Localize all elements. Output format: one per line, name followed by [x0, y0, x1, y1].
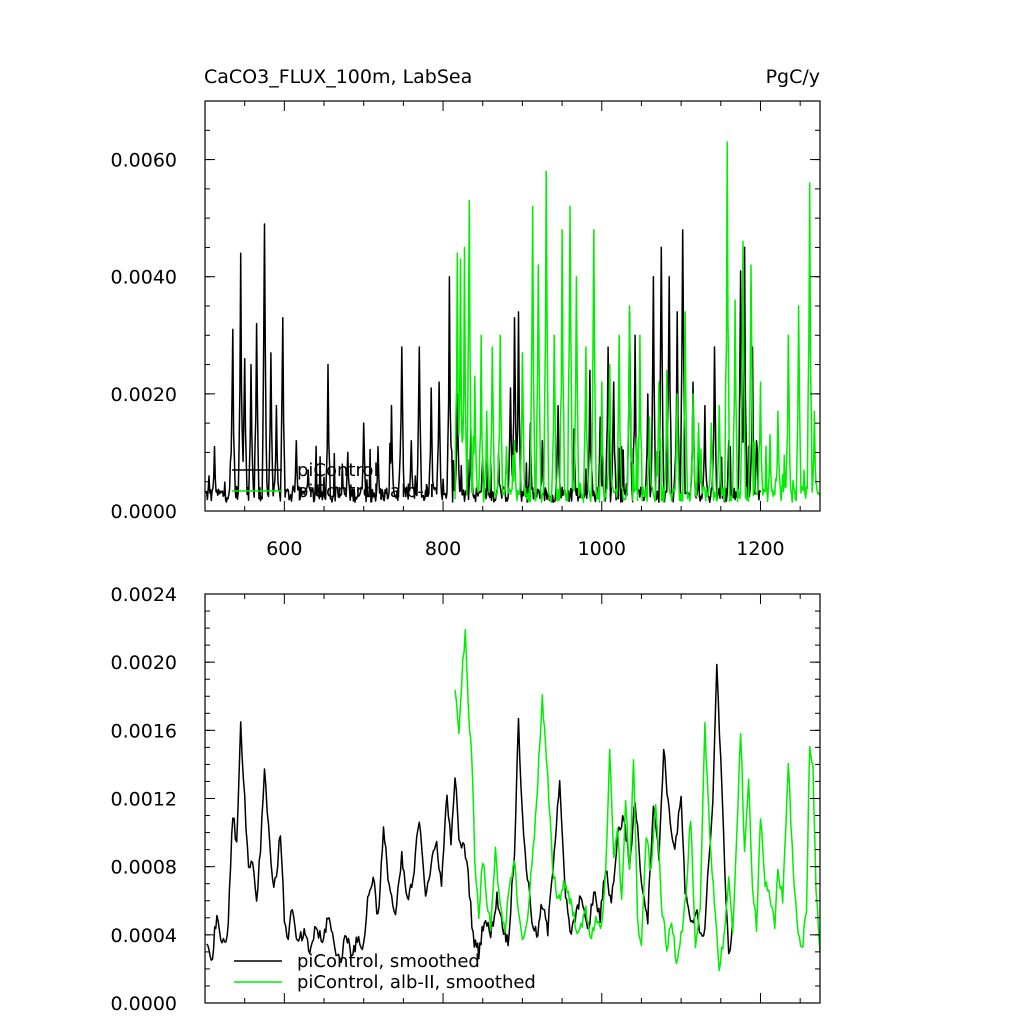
- top-series-layer: [204, 141, 821, 503]
- y-tick-label: 0.0000: [111, 501, 177, 523]
- y-tick-label: 0.0020: [111, 652, 177, 674]
- x-tick-label: 800: [425, 538, 461, 560]
- chart-title: CaCO3_FLUX_100m, LabSea: [204, 66, 472, 88]
- bottom-axes: 0.0000 0.0004 0.0008 0.0012 0.0016 0.0020 0.00…: [111, 584, 821, 1015]
- y-tick-label: 0.0060: [111, 150, 177, 172]
- top-axes: 600 800 1000 1200 0.0000 0.0020 0.0040 0.0060: [111, 100, 821, 560]
- x-tick-label: 1200: [736, 538, 784, 560]
- bottom-legend: piControl, smoothed piControl, alb-II, s…: [234, 951, 536, 993]
- units-label: PgC/y: [766, 66, 820, 88]
- series-line-alb-ii-smoothed: [454, 628, 821, 972]
- y-tick-label: 0.0024: [111, 584, 177, 606]
- y-tick-label: 0.0016: [111, 720, 177, 742]
- legend-label-picontrol: piControl: [297, 460, 379, 481]
- x-tick-label: 600: [266, 538, 302, 560]
- y-tick-label: 0.0000: [111, 993, 177, 1015]
- series-line-alb-ii: [454, 141, 821, 503]
- top-legend: piControl piControl, alb-II: [232, 460, 435, 502]
- bottom-series-layer: [206, 628, 821, 972]
- series-line-picontrol-smoothed: [206, 663, 734, 964]
- y-tick-label: 0.0020: [111, 384, 177, 406]
- y-tick-label: 0.0008: [111, 857, 177, 879]
- top-plot-panel: CaCO3_FLUX_100m, LabSea PgC/y 600 800 1000…: [111, 66, 821, 560]
- y-tick-label: 0.0012: [111, 789, 177, 811]
- y-tick-label: 0.0004: [111, 925, 177, 947]
- legend-label-alb-ii-smoothed: piControl, alb-II, smoothed: [297, 972, 536, 993]
- x-tick-label: 1000: [578, 538, 626, 560]
- y-tick-label: 0.0040: [111, 267, 177, 289]
- bottom-plot-panel: 0.0000 0.0004 0.0008 0.0012 0.0016 0.0020 0.00…: [111, 584, 821, 1015]
- legend-label-alb-ii: piControl, alb-II: [297, 481, 435, 502]
- legend-label-picontrol-smoothed: piControl, smoothed: [297, 951, 480, 972]
